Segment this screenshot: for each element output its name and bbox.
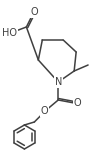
Text: O: O [73,98,81,108]
Text: HO: HO [2,28,17,38]
Text: O: O [31,7,38,17]
Text: N: N [55,77,62,87]
Text: O: O [40,106,48,116]
